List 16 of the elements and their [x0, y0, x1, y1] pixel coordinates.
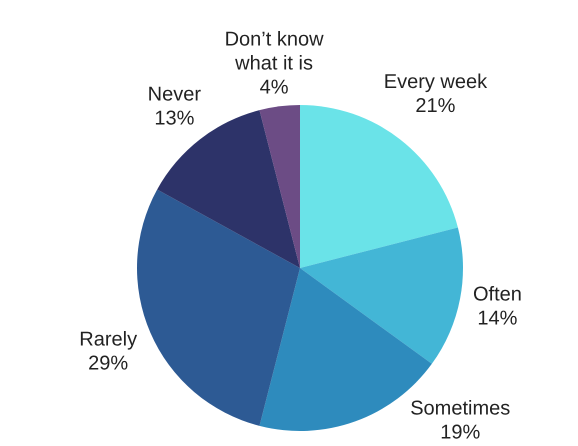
pie-slice	[157, 110, 300, 268]
slice-label: Sometimes	[410, 398, 510, 420]
pie-slice	[137, 189, 300, 426]
slice-label: Often	[472, 283, 522, 306]
slice-label: Never	[148, 84, 202, 106]
data-label: 19%	[440, 422, 480, 444]
data-label: 13%	[154, 108, 195, 130]
pie-slice	[259, 105, 300, 268]
slice-label: Every week	[384, 71, 488, 94]
data-label: 14%	[477, 307, 518, 330]
data-label: 21%	[415, 95, 456, 118]
pie-slice	[300, 227, 463, 364]
data-label: 4%	[260, 76, 289, 98]
slice-label: Rarely	[79, 328, 138, 351]
data-label: 29%	[88, 352, 128, 375]
slice-label: Don’t know what it is	[224, 28, 324, 74]
